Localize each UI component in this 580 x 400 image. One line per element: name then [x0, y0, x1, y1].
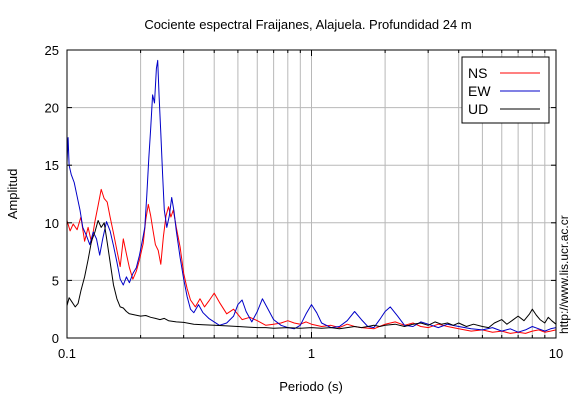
y-tick-label: 0 [52, 331, 59, 346]
y-tick-label: 15 [45, 158, 59, 173]
x-axis-label: Periodo (s) [279, 379, 343, 394]
series-line-ud [67, 220, 556, 330]
x-tick-label: 10 [549, 346, 563, 361]
axis-ticks: 0 5 10 15 20 25 0.1 1 10 [45, 43, 564, 361]
legend-label-ns: NS [468, 65, 487, 81]
x-tick-label: 1 [308, 346, 315, 361]
legend: NS EW UD [461, 56, 550, 124]
legend-box [461, 56, 550, 124]
y-tick-label: 5 [52, 273, 59, 288]
legend-label-ud: UD [468, 101, 488, 117]
y-tick-label: 25 [45, 43, 59, 58]
y-axis-label: Amplitud [5, 169, 20, 220]
legend-label-ew: EW [468, 83, 491, 99]
data-series [67, 59, 556, 334]
y-tick-label: 20 [45, 101, 59, 116]
series-line-ew [67, 59, 556, 333]
credit-url: http://www.lis.ucr.ac.cr [557, 215, 571, 334]
chart-title: Cociente espectral Fraijanes, Alajuela. … [144, 17, 471, 32]
y-tick-label: 10 [45, 216, 59, 231]
x-tick-label: 0.1 [58, 346, 76, 361]
